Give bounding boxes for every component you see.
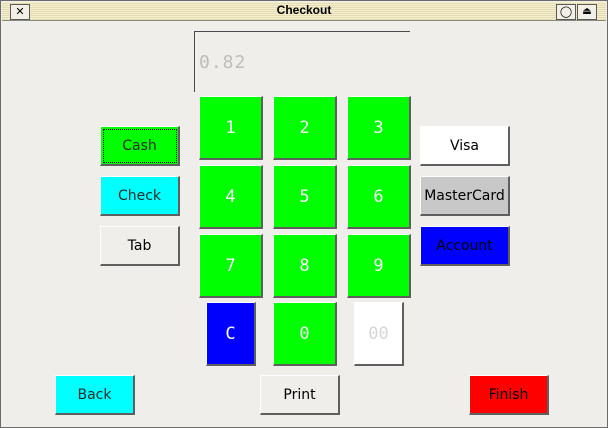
minimize-icon[interactable]: ◯: [556, 4, 576, 20]
back-button[interactable]: Back: [55, 375, 135, 415]
keypad-key-4[interactable]: 4: [199, 165, 263, 229]
account-button[interactable]: Account: [420, 226, 510, 266]
maximize-icon[interactable]: ⏏: [577, 4, 597, 20]
cash-button[interactable]: Cash: [100, 126, 180, 166]
mastercard-button[interactable]: MasterCard: [420, 176, 510, 216]
clear-button[interactable]: C: [206, 302, 256, 366]
keypad-key-1[interactable]: 1: [199, 96, 263, 160]
check-button[interactable]: Check: [100, 176, 180, 216]
keypad-key-7[interactable]: 7: [199, 234, 263, 298]
keypad-key-3[interactable]: 3: [347, 96, 411, 160]
window-title: Checkout: [276, 3, 332, 17]
amount-display: 0.82: [194, 31, 410, 92]
finish-button[interactable]: Finish: [469, 375, 549, 415]
close-icon[interactable]: ✕: [10, 4, 30, 20]
keypad-key-5[interactable]: 5: [273, 165, 337, 229]
title-bar[interactable]: ✕ Checkout ◯ ⏏: [2, 2, 606, 21]
keypad-key-6[interactable]: 6: [347, 165, 411, 229]
keypad-key-2[interactable]: 2: [273, 96, 337, 160]
tab-button[interactable]: Tab: [100, 226, 180, 266]
keypad-key-8[interactable]: 8: [273, 234, 337, 298]
visa-button[interactable]: Visa: [420, 126, 510, 166]
keypad-key-0[interactable]: 0: [273, 302, 337, 366]
amount-value: 0.82: [199, 52, 247, 73]
print-button[interactable]: Print: [260, 375, 340, 415]
keypad-key-00[interactable]: 00: [354, 302, 404, 366]
keypad-key-9[interactable]: 9: [347, 234, 411, 298]
